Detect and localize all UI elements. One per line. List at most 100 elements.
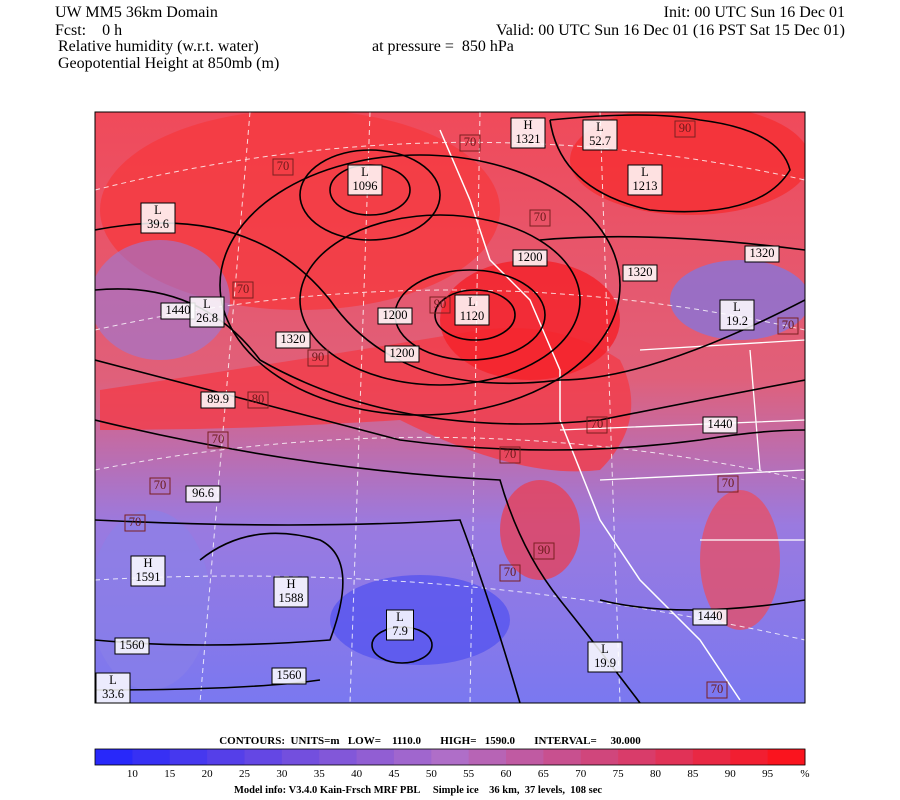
label-box <box>692 608 728 626</box>
label-box <box>307 349 329 367</box>
label-value: 26.8 <box>196 311 218 325</box>
colorbar-swatch <box>618 749 657 765</box>
field-name: Relative humidity (w.r.t. water) <box>58 38 259 55</box>
label-box <box>717 475 739 493</box>
label-box <box>622 264 658 282</box>
label-box <box>247 391 269 409</box>
label-box <box>674 120 696 138</box>
label-letter: L <box>641 165 649 179</box>
label-value: 1560 <box>120 638 145 652</box>
colorbar-label: 15 <box>164 768 176 780</box>
label-value: 7.9 <box>392 624 408 638</box>
label-box <box>744 245 780 263</box>
label-box <box>586 416 608 434</box>
valid-time: Valid: 00 UTC Sun 16 Dec 01 (16 PST Sat … <box>496 22 845 39</box>
colorbar-swatch <box>169 749 208 765</box>
label-box <box>189 296 225 328</box>
colorbar-label: 25 <box>239 768 251 780</box>
label-box <box>124 514 146 532</box>
colorbar-label: 10 <box>127 768 139 780</box>
label-box <box>510 117 546 149</box>
colorbar-unit: % <box>800 768 809 780</box>
colorbar-swatch <box>730 749 769 765</box>
pressure-level: at pressure = 850 hPa <box>372 38 514 55</box>
label-letter: L <box>601 642 609 656</box>
label-value: 1320 <box>281 332 306 346</box>
label-box <box>114 637 150 655</box>
label-value: 1200 <box>390 346 415 360</box>
label-value: 1321 <box>516 132 541 146</box>
colorbar-label: 45 <box>388 768 400 780</box>
label-value: 1120 <box>460 309 485 323</box>
contour-field: Geopotential Height at 850mb (m) <box>58 55 279 72</box>
label-box <box>702 416 738 434</box>
label-box <box>130 555 166 587</box>
label-value: 1440 <box>708 417 733 431</box>
label-value: 70 <box>154 478 167 492</box>
label-value: 39.6 <box>147 217 169 231</box>
label-box <box>706 681 728 699</box>
label-value: 1591 <box>136 570 161 584</box>
colorbar-label: 85 <box>687 768 699 780</box>
colorbar-label: 20 <box>202 768 214 780</box>
colorbar-label: 95 <box>762 768 774 780</box>
contour-info: CONTOURS: UNITS=m LOW= 1110.0 HIGH= 1590… <box>219 735 641 747</box>
label-value: 1096 <box>353 179 378 193</box>
domain-title: UW MM5 36km Domain <box>55 4 218 21</box>
label-letter: H <box>143 556 152 570</box>
colorbar: 10 15 20 25 30 35 40 45 50 55 60 65 70 75 80 85 90 95% <box>94 748 810 780</box>
label-value: 1320 <box>750 246 775 260</box>
label-box <box>719 299 755 331</box>
colorbar-swatch <box>356 749 395 765</box>
label-value: 70 <box>277 159 290 173</box>
colorbar-frame <box>94 748 806 766</box>
label-letter: L <box>396 610 404 624</box>
label-value: 70 <box>782 318 795 332</box>
label-value: 1440 <box>698 609 723 623</box>
label-letter: L <box>596 120 604 134</box>
label-box <box>627 164 663 196</box>
label-value: 70 <box>504 565 517 579</box>
label-value: 70 <box>212 432 225 446</box>
label-box <box>384 345 420 363</box>
label-value: 70 <box>129 515 142 529</box>
colorbar-label: 70 <box>575 768 587 780</box>
label-value: 90 <box>679 121 692 135</box>
colorbar-swatch <box>655 749 694 765</box>
label-value: 89.9 <box>207 392 229 406</box>
colorbar-label: 90 <box>725 768 737 780</box>
label-value: 1213 <box>633 179 658 193</box>
colorbar-label: 80 <box>650 768 662 780</box>
colorbar-swatch <box>207 749 245 765</box>
colorbar-label: 60 <box>501 768 513 780</box>
label-box <box>777 317 799 335</box>
colorbar-swatch <box>132 749 171 765</box>
label-value: 1588 <box>279 591 304 605</box>
label-box <box>454 294 490 326</box>
label-value: 1440 <box>166 303 191 317</box>
colorbar-label: 40 <box>351 768 363 780</box>
label-box <box>499 564 521 582</box>
map-frame <box>94 111 806 704</box>
label-box <box>95 672 131 704</box>
label-value: 70 <box>504 447 517 461</box>
model-info: Model info: V3.4.0 Kain-Frsch MRF PBL Si… <box>234 785 602 796</box>
label-box <box>499 446 521 464</box>
label-letter: L <box>203 297 211 311</box>
label-box <box>377 307 413 325</box>
label-value: 19.9 <box>594 656 616 670</box>
label-box <box>533 542 555 560</box>
label-box <box>587 641 623 673</box>
label-value: 1200 <box>518 250 543 264</box>
label-letter: L <box>154 203 162 217</box>
label-value: 33.6 <box>102 687 124 701</box>
label-box <box>273 576 309 608</box>
label-value: 70 <box>711 682 724 696</box>
label-value: 1560 <box>277 668 302 682</box>
label-value: 1200 <box>383 308 408 322</box>
colorbar-swatch <box>281 749 320 765</box>
label-box <box>347 164 383 196</box>
